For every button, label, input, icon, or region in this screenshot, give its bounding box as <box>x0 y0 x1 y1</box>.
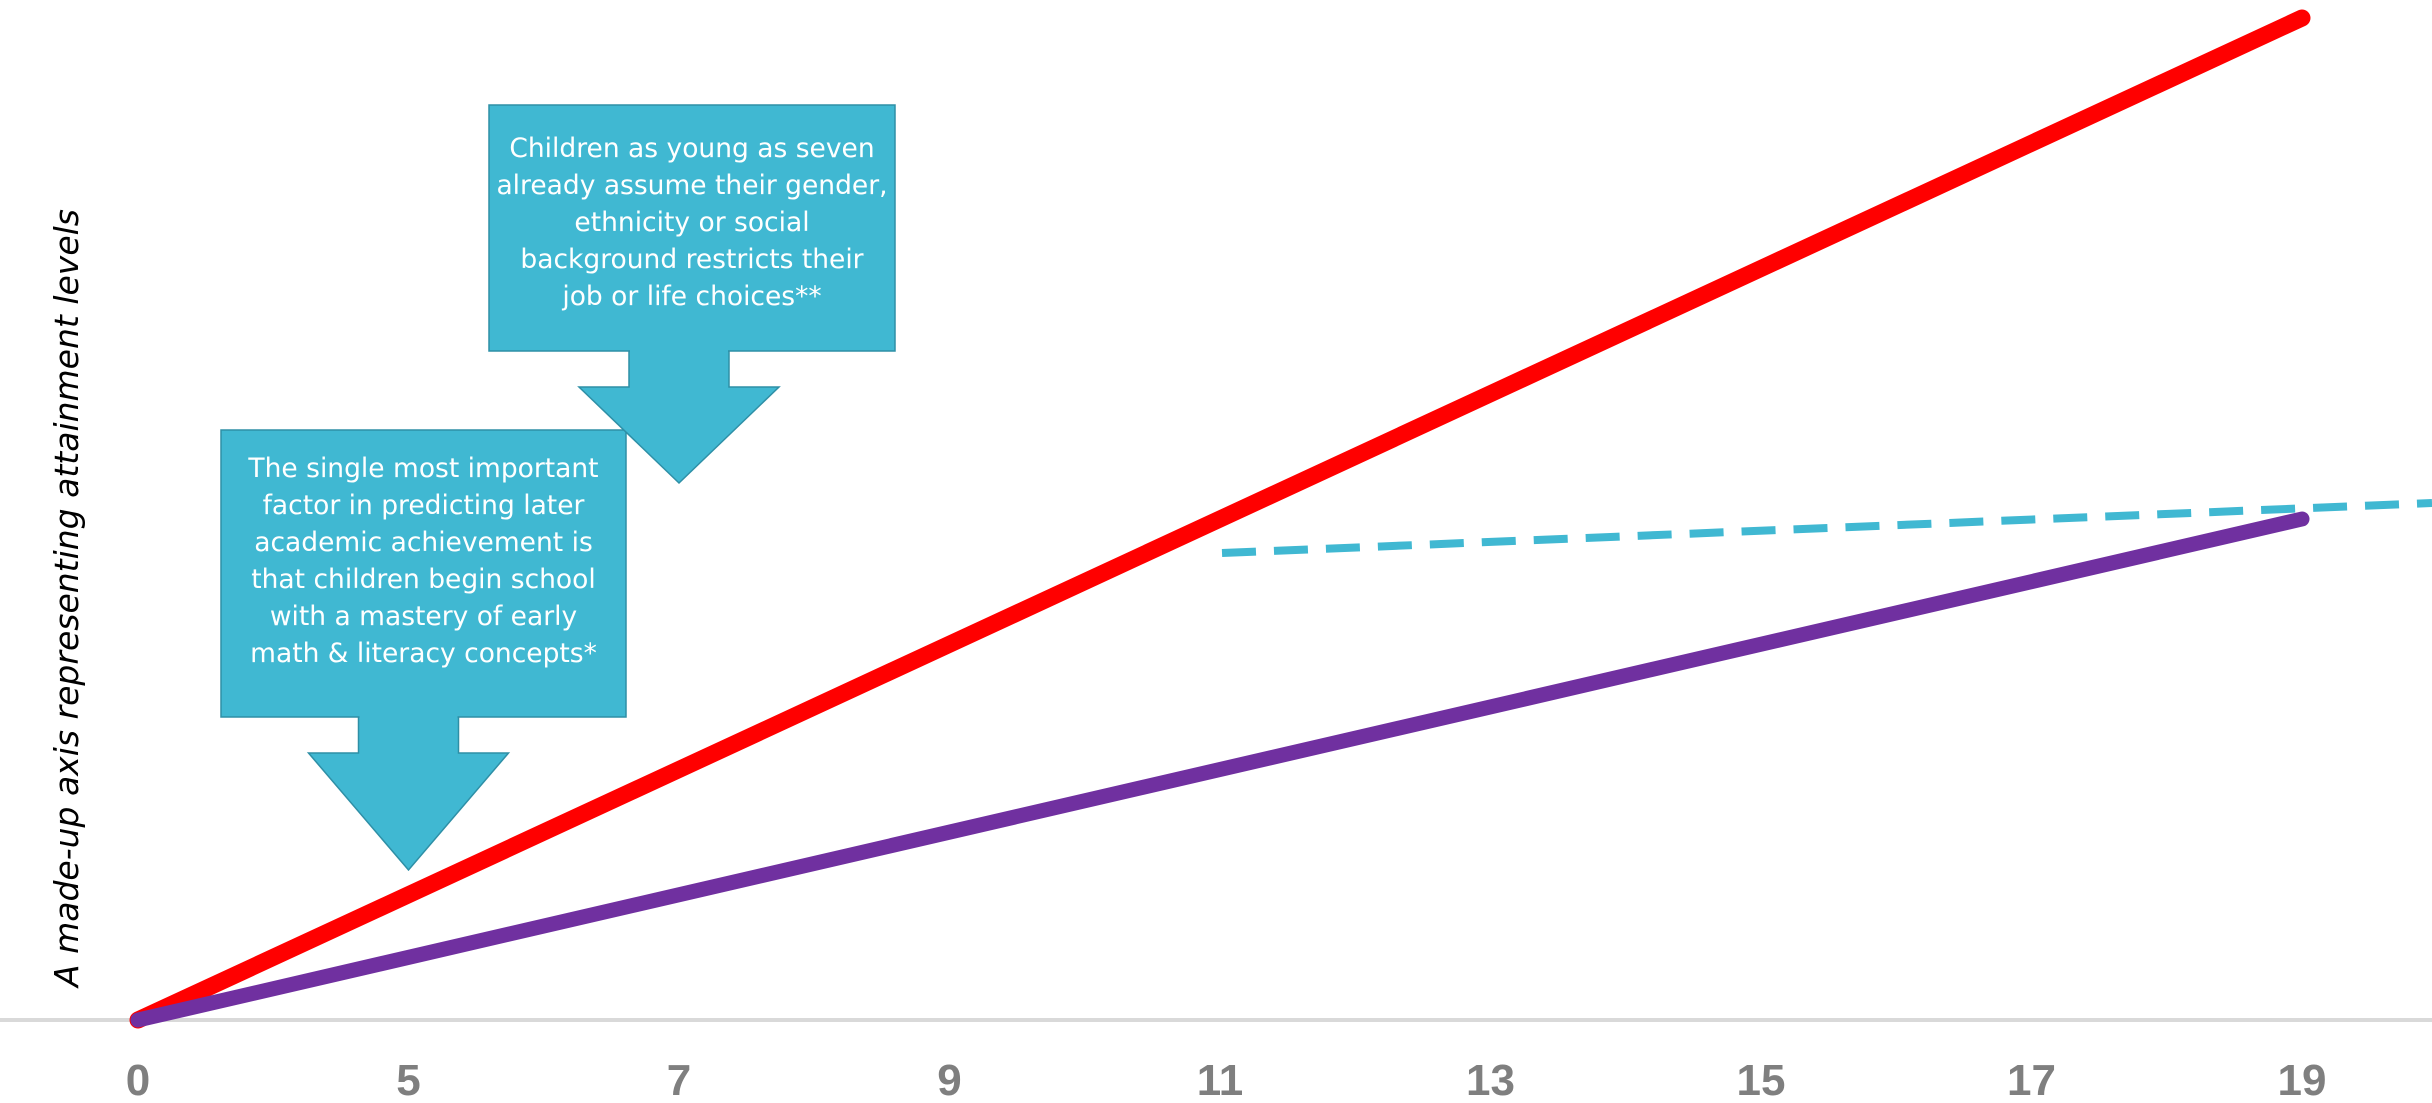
x-tick-label: 19 <box>2278 1056 2327 1103</box>
callout-text-line: with a mastery of early <box>270 601 577 632</box>
x-tick-label: 0 <box>126 1056 150 1103</box>
callout-box <box>220 429 627 718</box>
callout-arrow <box>306 714 511 872</box>
series-layer <box>129 9 2311 1029</box>
callout-text-line: factor in predicting later <box>263 490 585 521</box>
x-tick-layer: 0 5 7 9 11 13 15 17 19 <box>126 1056 2327 1103</box>
callout-text-line: ethnicity or social <box>574 207 809 238</box>
callout-text-line: that children begin school <box>251 564 595 595</box>
x-tick-label: 11 <box>1197 1056 1244 1103</box>
callout-text-line: academic achievement is <box>254 527 593 558</box>
y-axis-label: A made-up axis representing attainment l… <box>47 209 86 989</box>
callout-box <box>488 104 896 352</box>
x-tick-label: 5 <box>396 1056 420 1103</box>
callout-layer: The single most important factor in predi… <box>220 104 896 872</box>
callout-text-line: already assume their gender, <box>496 170 887 201</box>
callout-text-line: background restricts their <box>520 244 863 275</box>
x-tick-label: 15 <box>1737 1056 1786 1103</box>
callout-seam <box>359 714 458 720</box>
x-tick-label: 7 <box>667 1056 691 1103</box>
callout-1: The single most important factor in predi… <box>220 429 627 872</box>
callout-text-line: Children as young as seven <box>509 133 874 164</box>
callout-text-line: math & literacy concepts* <box>250 638 597 669</box>
reference-layer <box>1221 498 2432 558</box>
callout-text-line: The single most important <box>247 453 598 484</box>
x-tick-label: 9 <box>937 1056 961 1103</box>
callout-seam <box>630 348 728 354</box>
series-line-2 <box>130 511 2310 1028</box>
x-tick-label: 17 <box>2007 1056 2056 1103</box>
callout-arrow <box>577 348 781 485</box>
series-line-1 <box>129 9 2311 1029</box>
reference-dashed-line <box>1221 498 2432 558</box>
callout-2: Children as young as seven already assume… <box>488 104 896 485</box>
x-tick-label: 13 <box>1466 1056 1515 1103</box>
callout-text-line: job or life choices** <box>561 281 821 312</box>
